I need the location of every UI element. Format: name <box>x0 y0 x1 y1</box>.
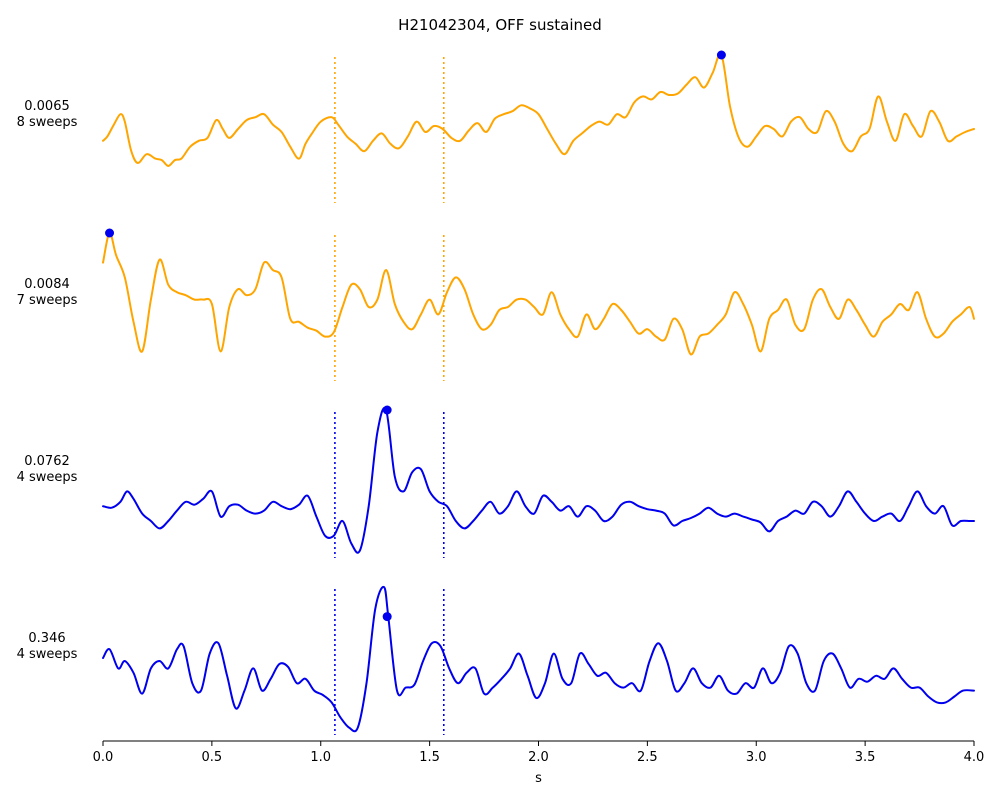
x-tick-label: 0.5 <box>202 750 223 765</box>
x-axis: 0.0 0.5 1.0 1.5 2.0 2.5 3.0 3.5 4.0 s <box>93 740 985 786</box>
x-tick-label: 1.0 <box>310 750 331 765</box>
row-value-label: 0.0084 <box>24 277 70 292</box>
trace-line <box>102 52 975 167</box>
trace-line <box>102 585 975 733</box>
x-tick-label: 0.0 <box>93 750 114 765</box>
x-tick-label: 3.0 <box>746 750 767 765</box>
row-sweeps-label: 7 sweeps <box>17 293 78 308</box>
x-tick-label: 2.5 <box>637 750 658 765</box>
x-tick-label: 3.5 <box>855 750 876 765</box>
row-sweeps-label: 4 sweeps <box>17 470 78 485</box>
row-value-label: 0.0762 <box>24 454 70 469</box>
x-axis-ticks: 0.0 0.5 1.0 1.5 2.0 2.5 3.0 3.5 4.0 <box>93 741 985 765</box>
x-tick-label: 1.5 <box>419 750 440 765</box>
row-sweeps-label: 4 sweeps <box>17 647 78 662</box>
row-value-label: 0.0065 <box>24 99 70 114</box>
peak-marker <box>105 228 115 238</box>
x-tick-label: 4.0 <box>964 750 985 765</box>
peak-marker <box>382 612 392 622</box>
trace-line <box>102 231 975 356</box>
peak-marker <box>716 50 726 60</box>
row-sweeps-label: 8 sweeps <box>17 115 78 130</box>
chart-title: H21042304, OFF sustained <box>398 16 602 34</box>
x-tick-label: 2.0 <box>528 750 549 765</box>
x-axis-label: s <box>535 771 542 786</box>
row-value-label: 0.346 <box>28 631 65 646</box>
trace-line <box>102 407 975 554</box>
peak-marker <box>382 405 392 415</box>
